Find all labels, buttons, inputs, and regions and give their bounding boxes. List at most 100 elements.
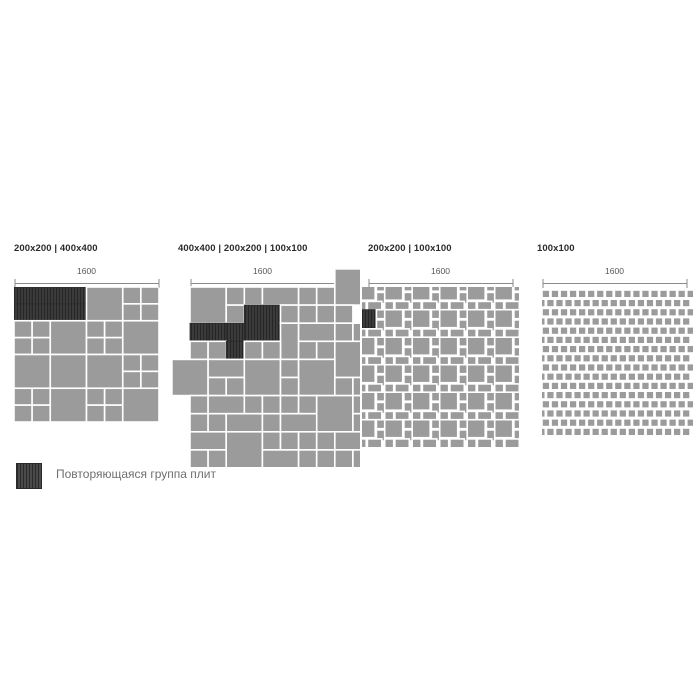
tile <box>658 418 669 428</box>
tile <box>686 325 693 336</box>
tile <box>334 322 354 343</box>
tile <box>542 390 547 400</box>
tile <box>645 298 655 308</box>
highlighted-tile <box>49 287 69 305</box>
tile <box>609 427 619 437</box>
tile <box>631 307 642 317</box>
tile <box>394 438 411 447</box>
tile <box>207 340 227 361</box>
tile <box>297 340 318 361</box>
tile <box>121 303 142 322</box>
tile <box>649 344 660 354</box>
tile <box>14 404 33 422</box>
tile <box>572 335 583 345</box>
tile <box>613 307 624 317</box>
tile <box>636 427 646 437</box>
tile <box>542 335 547 345</box>
tile <box>466 391 486 411</box>
tile <box>577 418 587 428</box>
tile <box>121 370 142 390</box>
tile <box>681 427 691 437</box>
tile <box>49 353 88 390</box>
legend-label: Повторяющаяся группа плит <box>56 467 216 481</box>
tile <box>686 381 693 391</box>
tile <box>225 431 264 467</box>
tile <box>352 322 360 343</box>
tile <box>640 325 651 336</box>
tile <box>383 308 404 329</box>
tile <box>686 418 693 428</box>
tile <box>649 399 660 410</box>
tile <box>438 308 459 329</box>
tile <box>627 298 637 308</box>
highlighted-tile <box>67 303 87 322</box>
tile <box>14 319 33 339</box>
tile <box>640 344 651 354</box>
tile <box>604 381 614 391</box>
tile <box>279 412 318 433</box>
tile <box>513 291 519 305</box>
tile <box>297 431 318 451</box>
tile <box>568 399 578 410</box>
tile <box>545 353 556 364</box>
dimension-label: 1600 <box>77 266 96 276</box>
tile <box>362 410 367 422</box>
tile <box>542 381 551 391</box>
tile <box>542 290 551 299</box>
tile <box>550 362 560 373</box>
tile <box>279 322 300 361</box>
tile <box>103 336 124 356</box>
tile <box>438 391 459 411</box>
tile <box>577 344 587 354</box>
tile <box>243 340 264 361</box>
tile <box>103 319 124 339</box>
dimension-graphic <box>14 279 160 288</box>
tile <box>466 308 486 329</box>
tile <box>189 449 209 467</box>
tile <box>315 394 354 433</box>
tile <box>545 316 556 327</box>
tile <box>493 308 514 329</box>
tile <box>31 387 52 406</box>
tile <box>466 438 477 447</box>
tile <box>297 304 318 324</box>
dimension-label: 1600 <box>253 266 272 276</box>
tile <box>631 362 642 373</box>
tile <box>550 307 560 317</box>
tile <box>586 418 596 428</box>
tile <box>613 399 624 410</box>
tile <box>550 418 560 428</box>
tile <box>189 394 209 415</box>
tile <box>279 394 300 415</box>
tile <box>613 325 624 336</box>
tile <box>261 394 282 415</box>
tile <box>627 335 637 345</box>
tile <box>140 370 159 390</box>
tile <box>590 372 601 382</box>
tile <box>485 287 497 292</box>
tile <box>590 408 601 419</box>
tile <box>493 438 505 447</box>
panel-title-2: 400x400 | 200x200 | 100x100 <box>178 243 308 254</box>
tile <box>645 390 655 400</box>
tile <box>261 431 282 451</box>
tile <box>609 335 619 345</box>
tile <box>261 449 300 467</box>
tile <box>563 298 574 308</box>
tile <box>681 390 691 400</box>
tile <box>649 362 660 373</box>
tile <box>542 307 551 317</box>
tile <box>542 298 547 308</box>
tile <box>334 449 354 467</box>
tile <box>672 408 682 419</box>
tile <box>599 427 610 437</box>
tile <box>513 401 519 415</box>
tile <box>243 358 282 397</box>
tile <box>631 418 642 428</box>
tile <box>243 394 264 415</box>
tile <box>676 381 687 391</box>
tile <box>667 307 678 317</box>
tile <box>189 340 209 361</box>
tile <box>627 427 637 437</box>
